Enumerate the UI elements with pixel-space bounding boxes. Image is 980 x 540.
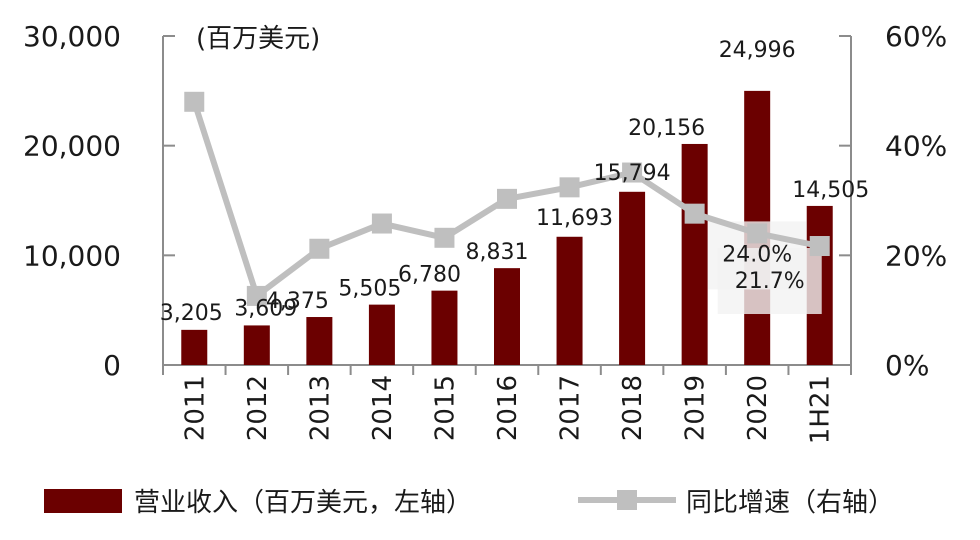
revenue-bar (619, 191, 646, 365)
left-y-axis: 0 10,000 20,000 30,000 (23, 20, 175, 382)
right-tick-label: 60% (885, 20, 947, 53)
x-tick-label: 2013 (305, 375, 335, 441)
growth-marker (184, 91, 205, 112)
x-tick-label: 1H21 (806, 375, 836, 444)
revenue-bar (431, 290, 458, 365)
revenue-bar (494, 268, 520, 365)
revenue-bar (681, 143, 708, 365)
revenue-bars (181, 90, 833, 365)
growth-line (184, 91, 830, 306)
bar-value-label: 24,996 (719, 38, 796, 63)
growth-label-box (717, 248, 822, 315)
x-tick-label: 2017 (556, 375, 586, 441)
growth-marker (622, 162, 643, 183)
x-tick-label: 2019 (681, 375, 711, 441)
bar-value-label: 6,780 (398, 263, 461, 288)
bar-value-label: 11,693 (536, 206, 613, 231)
x-tick-label: 2020 (743, 375, 773, 441)
left-tick-label: 20,000 (23, 130, 121, 163)
x-tick-label: 2012 (243, 375, 273, 441)
x-tick-label: 2014 (368, 375, 398, 441)
x-tick-label: 2016 (493, 375, 523, 441)
bar-value-label: 3,609 (234, 296, 297, 321)
growth-marker (809, 236, 830, 257)
growth-marker (559, 177, 580, 198)
legend-label-growth: 同比增速（右轴） (686, 488, 894, 518)
growth-value-label: 24.0% (722, 242, 792, 267)
growth-marker (371, 213, 392, 234)
growth-marker (246, 285, 267, 306)
x-tick-label: 2018 (618, 375, 648, 441)
bar-value-label: 14,505 (792, 178, 869, 203)
right-tick-label: 40% (885, 130, 947, 163)
revenue-bar (368, 304, 395, 365)
unit-label: (百万美元) (196, 24, 320, 54)
left-tick-label: 10,000 (23, 239, 121, 272)
growth-value-label: 21.7% (735, 269, 805, 294)
right-tick-label: 20% (885, 239, 947, 272)
right-y-axis: 0% 20% 40% 60% (839, 20, 947, 382)
right-tick-label: 0% (885, 349, 929, 382)
bar-value-label: 15,794 (594, 161, 671, 186)
revenue-bar (181, 329, 208, 365)
bar-value-label: 20,156 (628, 116, 705, 141)
left-tick-label: 0 (103, 349, 121, 382)
x-tick-label: 2011 (180, 375, 210, 441)
legend-swatch-revenue (44, 489, 122, 513)
growth-marker (497, 188, 517, 209)
x-tick-label: 2015 (430, 375, 460, 441)
growth-marker (684, 203, 705, 224)
legend-marker-growth (617, 490, 637, 510)
revenue-bar (243, 325, 270, 365)
bar-value-label: 8,831 (466, 240, 529, 265)
legend-label-revenue: 营业收入（百万美元，左轴） (134, 488, 472, 518)
growth-marker (434, 227, 455, 248)
left-tick-label: 30,000 (23, 20, 121, 53)
x-axis: 2011 2012 2013 2014 2015 2016 2017 2018 2019 2020… (162, 364, 852, 444)
bar-value-label: 5,505 (338, 277, 401, 302)
legend: 营业收入（百万美元，左轴） 同比增速（右轴） (44, 488, 894, 518)
bar-value-label: 4,375 (266, 289, 329, 314)
revenue-bar (306, 317, 333, 365)
growth-marker (309, 238, 330, 259)
bar-value-label: 3,205 (160, 301, 223, 326)
growth-marker (747, 223, 768, 244)
revenue-bar (556, 236, 583, 365)
